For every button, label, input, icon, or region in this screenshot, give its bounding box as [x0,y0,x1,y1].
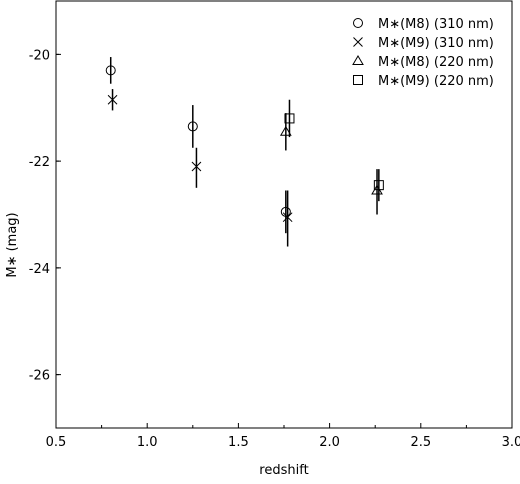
cross-marker [107,94,118,105]
data-point [280,190,291,234]
circle-marker [187,121,198,132]
y-tick-label: -24 [29,262,50,277]
legend-label: M∗(M9) (310 nm) [378,36,494,51]
y-axis: -20 -22 -24 -26 [29,48,61,384]
y-tick-label: -22 [29,155,50,170]
triangle-marker [352,55,364,65]
data-point [105,57,116,84]
x-tick-label: 2.0 [319,435,340,450]
legend-label: M∗(M8) (220 nm) [378,55,494,70]
y-tick-label: -26 [29,369,50,384]
circle-marker [280,206,291,217]
y-tick-label: -20 [29,48,50,63]
square-marker [373,180,384,191]
square-marker [353,75,363,85]
legend-entry: M∗(M9) (220 nm) [353,74,494,89]
cross-marker [191,161,202,172]
data-point [279,113,292,151]
cross-marker [353,37,363,47]
legend-entry: M∗(M9) (310 nm) [353,36,494,51]
data-point [284,99,295,138]
data-point [371,169,383,215]
cross-marker [282,212,293,223]
data-point [191,147,202,188]
square-marker [284,113,295,124]
y-axis-label: M∗ (mag) [5,212,20,277]
data-points [105,57,384,247]
circle-marker [105,65,116,76]
x-tick-label: 0.5 [46,435,67,450]
x-tick-label: 2.5 [410,435,431,450]
data-point [187,105,198,148]
x-tick-label: 1.0 [137,435,158,450]
triangle-marker [279,125,292,136]
data-point [282,190,293,247]
data-point [373,169,384,202]
legend-label: M∗(M8) (310 nm) [378,17,494,32]
x-tick-label: 1.5 [228,435,249,450]
legend-entry: M∗(M8) (310 nm) [353,17,494,32]
legend: M∗(M8) (310 nm) M∗(M9) (310 nm) M∗(M8) (22… [352,17,494,89]
circle-marker [353,18,363,28]
legend-label: M∗(M9) (220 nm) [378,74,494,89]
x-axis-label: redshift [259,463,308,478]
x-tick-label: 3.0 [502,435,520,450]
x-axis: 0.5 1.0 1.5 2.0 2.5 3.0 [46,423,520,450]
data-point [107,89,118,111]
legend-entry: M∗(M8) (220 nm) [352,55,494,70]
